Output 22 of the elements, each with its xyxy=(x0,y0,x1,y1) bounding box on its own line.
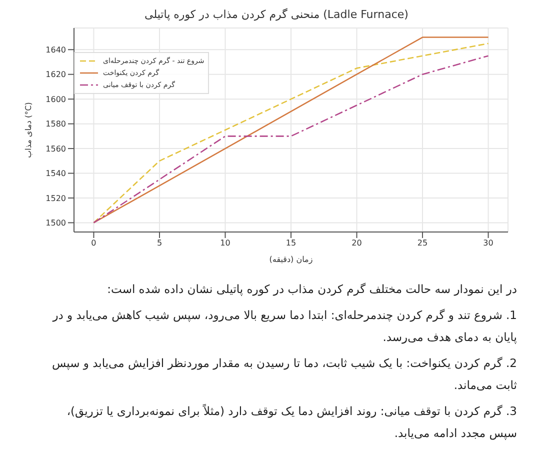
x-tick-label: 5 xyxy=(156,238,162,248)
x-tick-label: 10 xyxy=(220,238,230,248)
x-tick-label: 0 xyxy=(91,238,96,248)
y-tick-label: 1600 xyxy=(46,94,66,104)
text: 2. گرم کردن یکنواخت: با یک شیب ثابت، دما تا رسیدن به مقدار موردنظر افزایش می‌یابد و سپس ثابت می‌ماند. xyxy=(50,355,517,394)
chart-title: منحنی گرم کردن مذاب در کوره پاتیلی (Ladle Furnace) xyxy=(144,8,410,23)
x-tick-label: 25 xyxy=(417,238,428,248)
x-tick-label: 20 xyxy=(352,238,362,248)
x-axis-title: زمان (دقیقه) xyxy=(269,255,313,264)
y-tick-label: 1540 xyxy=(46,169,66,178)
y-tick-label: 1580 xyxy=(46,120,66,129)
y-axis-title: دمای مذاب (°C) xyxy=(24,102,33,158)
x-tick-label: 15 xyxy=(286,238,296,248)
y-tick-label: 1620 xyxy=(46,70,66,80)
text: 1. شروع تند و گرم کردن چندمرحله‌ای: ابتدا دما سریع بالا می‌رود، سپس شیب کاهش می‌یابد و در پایان به دمای هدف می‌رسد. xyxy=(51,307,517,346)
text: 3. گرم کردن با توقف میانی: روند افزایش دما یک توقف دارد (مثلاً برای نمونه‌برداری یا تزریق)، سپس مجدد ادامه می‌یابد. xyxy=(66,403,517,442)
x-tick-label: 30 xyxy=(483,238,494,248)
y-tick-label: 1520 xyxy=(46,194,66,203)
text: در این نمودار سه حالت مختلف گرم کردن مذاب در کوره پاتیلی نشان داده شده است: xyxy=(106,281,517,298)
y-tick-label: 1560 xyxy=(46,144,66,154)
y-tick-label: 1640 xyxy=(46,45,66,54)
y-tick-label: 1500 xyxy=(46,218,66,228)
